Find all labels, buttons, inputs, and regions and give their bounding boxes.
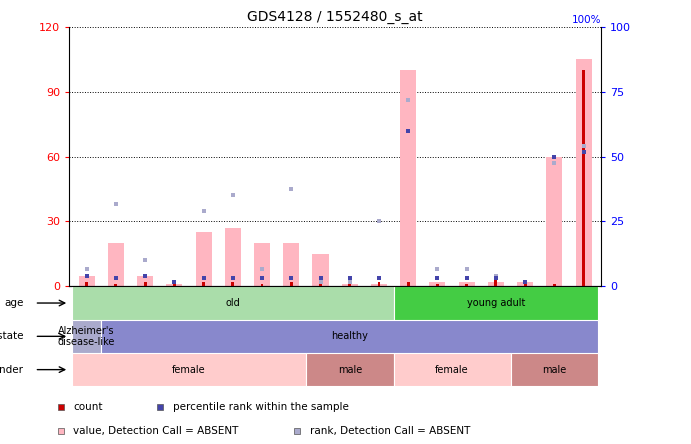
Bar bbox=[547, 157, 562, 286]
Bar bbox=[196, 232, 211, 286]
Bar bbox=[488, 282, 504, 286]
Bar bbox=[72, 353, 306, 386]
Bar bbox=[394, 353, 511, 386]
Bar bbox=[459, 282, 475, 286]
Bar bbox=[407, 282, 410, 286]
Bar bbox=[319, 282, 322, 286]
Text: value, Detection Call = ABSENT: value, Detection Call = ABSENT bbox=[73, 426, 238, 436]
Text: percentile rank within the sample: percentile rank within the sample bbox=[173, 402, 349, 412]
Bar bbox=[436, 284, 439, 286]
Text: count: count bbox=[73, 402, 103, 412]
Bar bbox=[72, 286, 394, 320]
Bar bbox=[553, 284, 556, 286]
Bar bbox=[511, 353, 598, 386]
Bar bbox=[394, 286, 598, 320]
Text: 100%: 100% bbox=[571, 16, 601, 25]
Bar bbox=[72, 320, 102, 353]
Bar bbox=[517, 282, 533, 286]
Bar bbox=[202, 282, 205, 286]
Bar bbox=[290, 282, 293, 286]
Text: Alzheimer's
disease-like: Alzheimer's disease-like bbox=[58, 325, 115, 347]
Text: disease state: disease state bbox=[0, 331, 24, 341]
Text: male: male bbox=[542, 365, 567, 375]
Bar bbox=[342, 284, 358, 286]
Bar bbox=[377, 282, 381, 286]
Bar bbox=[306, 353, 394, 386]
Text: male: male bbox=[338, 365, 362, 375]
Text: age: age bbox=[5, 298, 24, 308]
Text: gender: gender bbox=[0, 365, 24, 375]
Bar bbox=[348, 282, 351, 286]
Bar bbox=[115, 284, 117, 286]
Text: young adult: young adult bbox=[466, 298, 525, 308]
Bar bbox=[261, 284, 263, 286]
Bar bbox=[429, 282, 446, 286]
Bar bbox=[231, 282, 234, 286]
Bar bbox=[225, 228, 241, 286]
Text: old: old bbox=[225, 298, 240, 308]
Bar bbox=[400, 70, 416, 286]
Bar bbox=[283, 243, 299, 286]
Bar bbox=[524, 284, 527, 286]
Bar bbox=[583, 70, 585, 286]
Bar bbox=[137, 276, 153, 286]
Bar bbox=[85, 282, 88, 286]
Bar bbox=[495, 280, 498, 286]
Bar bbox=[144, 282, 146, 286]
Text: rank, Detection Call = ABSENT: rank, Detection Call = ABSENT bbox=[310, 426, 470, 436]
Bar bbox=[79, 276, 95, 286]
Text: healthy: healthy bbox=[331, 331, 368, 341]
Bar bbox=[465, 284, 468, 286]
Text: female: female bbox=[435, 365, 469, 375]
Title: GDS4128 / 1552480_s_at: GDS4128 / 1552480_s_at bbox=[247, 10, 423, 24]
Text: female: female bbox=[172, 365, 206, 375]
Bar bbox=[371, 284, 387, 286]
Bar bbox=[254, 243, 270, 286]
Bar bbox=[576, 59, 591, 286]
Bar bbox=[108, 243, 124, 286]
Bar bbox=[312, 254, 328, 286]
Bar bbox=[173, 284, 176, 286]
Bar bbox=[167, 284, 182, 286]
